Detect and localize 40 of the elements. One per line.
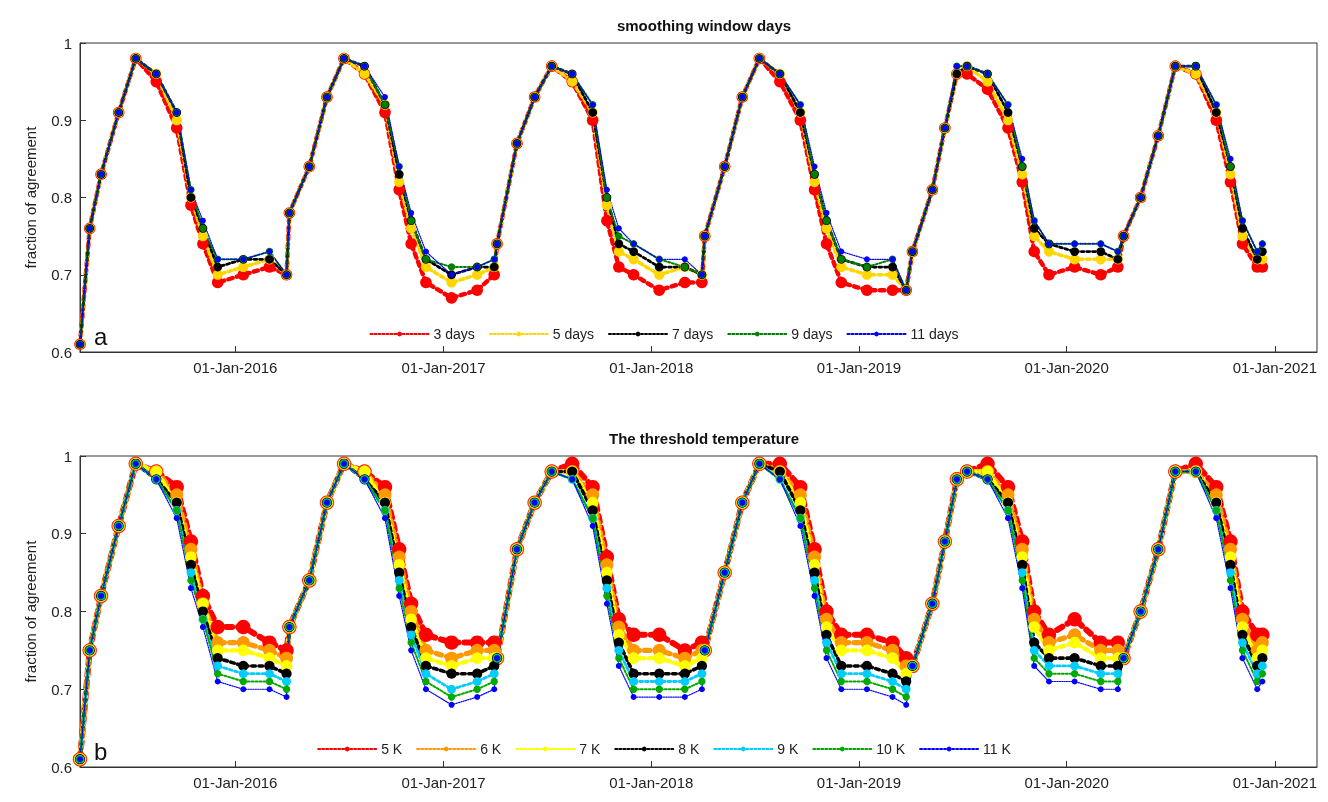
x-tick-label: 01-Jan-2019 [816,359,902,376]
y-tick-label: 0.8 [51,603,72,620]
y-tick-label: 1 [63,34,72,52]
x-tick-label: 01-Jan-2016 [193,774,278,791]
legend-label: 6 K [480,741,502,757]
x-tick-label: 01-Jan-2018 [609,774,694,791]
x-tick-label: 01-Jan-2020 [1024,774,1109,791]
x-tick-label: 01-Jan-2021 [1232,359,1317,376]
y-axis-title: fraction of agreement [22,539,39,683]
legend-label: 7 K [579,741,601,757]
y-tick-label: 0.9 [51,111,72,129]
y-tick-label: 0.6 [51,758,72,776]
y-tick-label: 0.7 [51,680,72,698]
legend-label: 10 K [876,741,906,757]
chart-title: The threshold temperature [608,430,800,447]
legend-label: 3 days [433,326,475,342]
legend-label: 11 K [983,741,1012,757]
y-axis-title: fraction of agreement [22,125,39,269]
legend-label: 7 days [672,326,714,342]
x-tick-label: 01-Jan-2018 [609,359,694,376]
y-tick-label: 1 [63,447,72,465]
x-tick-label: 01-Jan-2017 [401,359,486,376]
y-tick-label: 0.9 [51,525,72,543]
annotation: a [94,322,108,350]
x-tick-label: 01-Jan-2016 [193,359,278,376]
y-tick-label: 0.7 [51,266,72,284]
annotation: b [94,737,108,765]
legend-label: 5 K [381,741,403,757]
y-tick-label: 0.6 [51,343,72,361]
legend-label: 9 K [777,741,799,757]
legend-label: 8 K [678,741,700,757]
x-tick-label: 01-Jan-2020 [1024,359,1109,376]
x-tick-label: 01-Jan-2019 [816,774,902,791]
x-tick-label: 01-Jan-2021 [1232,774,1317,791]
legend-label: 5 days [552,326,594,342]
x-tick-label: 01-Jan-2017 [401,774,486,791]
legend-label: 9 days [791,326,833,342]
y-tick-label: 0.8 [51,189,72,206]
chart-title: smoothing window days [616,17,792,34]
legend-label: 11 days [910,326,959,342]
